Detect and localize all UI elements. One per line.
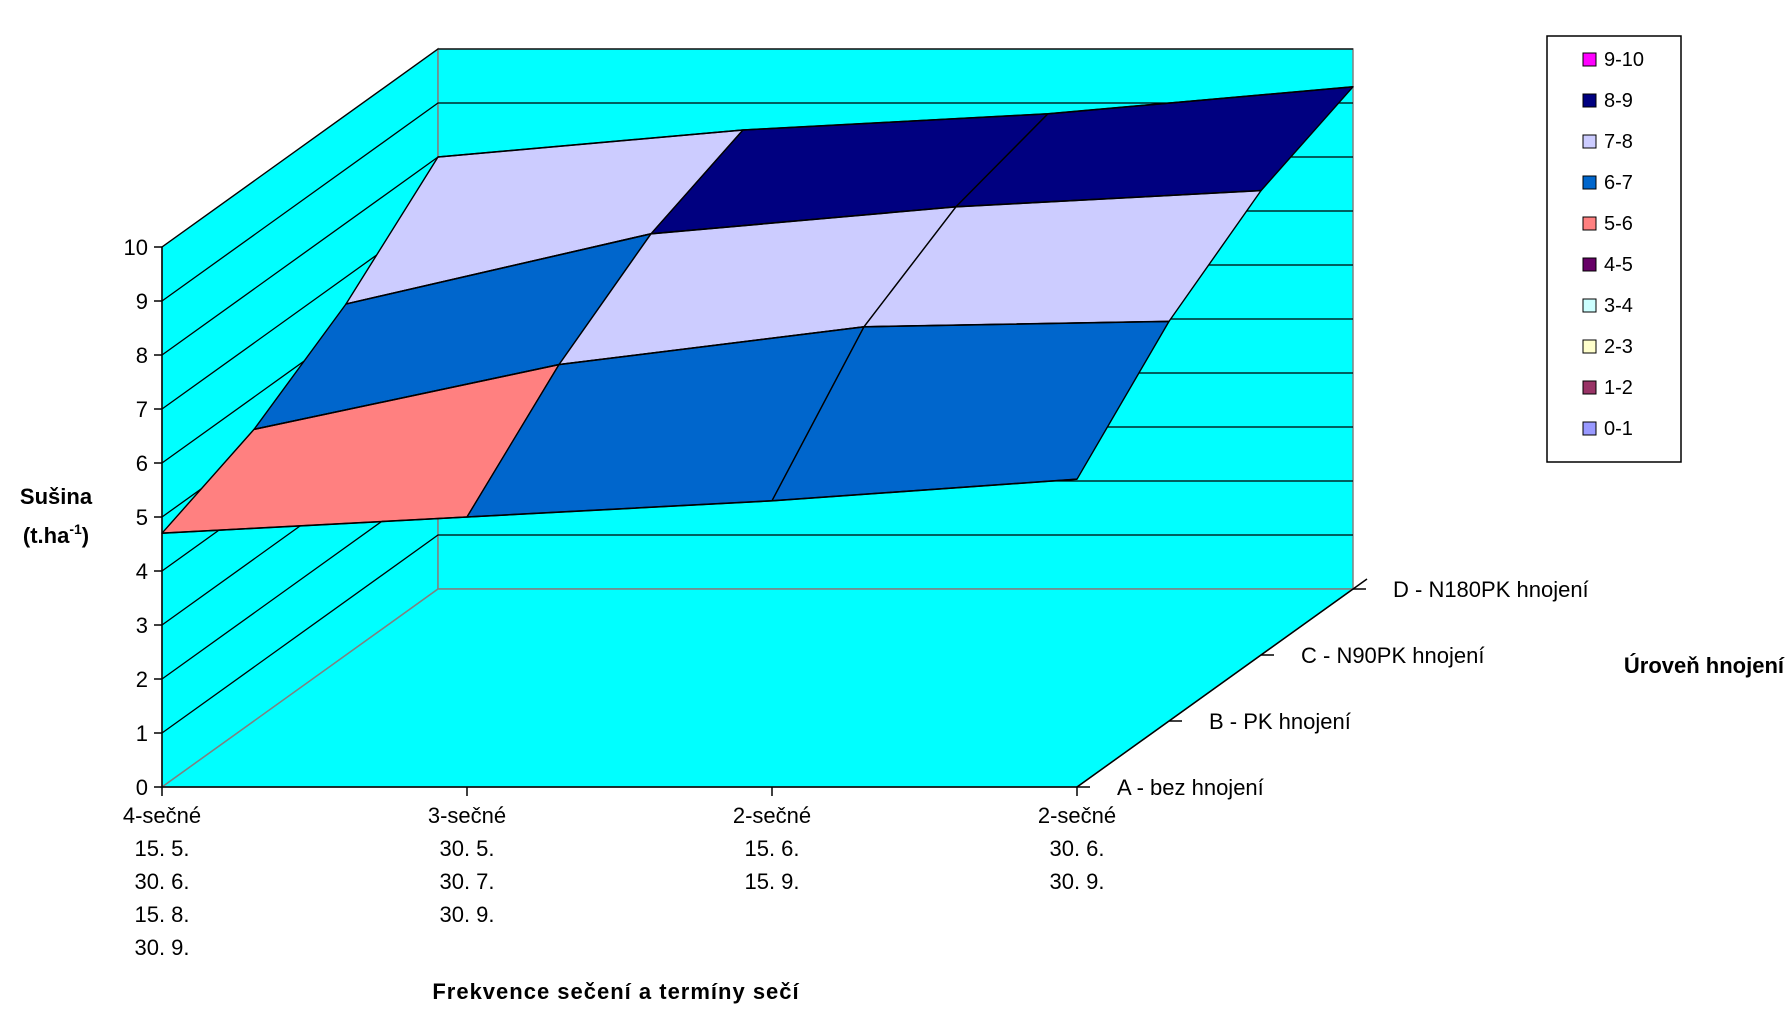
legend-box (1546, 35, 1682, 463)
gridline (161, 48, 1353, 248)
legend-label: 1-2 (1604, 377, 1633, 399)
y-tick-label: 7 (136, 397, 148, 422)
legend-label: 6-7 (1604, 172, 1633, 194)
depth-tick-label: B - PK hnojení (1209, 709, 1351, 734)
legend-swatch (1582, 257, 1597, 272)
x-axis-ticks: 4-sečné 15. 5. 30. 6. 15. 8. 30. 9. 3-sečné 30… (123, 787, 1116, 960)
depth-axis-title: Úroveň hnojení (1624, 653, 1785, 678)
y-axis-unit-exponent: -1 (69, 521, 82, 537)
legend-swatch (1582, 216, 1597, 231)
y-tick-label: 6 (136, 451, 148, 476)
legend-swatch (1582, 134, 1597, 149)
y-tick-label: 3 (136, 613, 148, 638)
legend-swatch (1582, 421, 1597, 436)
series-line (345, 189, 1262, 305)
y-tick-label: 2 (136, 667, 148, 692)
gridline (161, 534, 1353, 734)
legend: 9-10 8-9 7-8 6-7 5-6 4-5 3-4 2-3 1-2 0-1 (1546, 35, 1682, 463)
legend-label: 9-10 (1604, 49, 1644, 71)
x-tick-label: 4-sečné (123, 803, 201, 828)
y-tick-label: 4 (136, 559, 148, 584)
legend-swatch (1582, 380, 1597, 395)
y-axis-unit-base: (t.ha (23, 523, 70, 548)
y-tick-label: 9 (136, 289, 148, 314)
x-tick-label: 30. 6. (1049, 836, 1104, 861)
x-axis-title: Frekvence sečení a termíny sečí (432, 979, 799, 1004)
depth-tick-label: C - N90PK hnojení (1301, 643, 1484, 668)
x-tick-label: 15. 6. (744, 836, 799, 861)
x-tick-label: 2-sečné (1038, 803, 1116, 828)
x-tick-label: 30. 9. (1049, 869, 1104, 894)
legend-label: 8-9 (1604, 90, 1633, 112)
depth-axis-ticks: A - bez hnojení B - PK hnojení C - N90PK h… (1077, 577, 1589, 800)
x-tick-label: 30. 5. (439, 836, 494, 861)
depth-tick-label: A - bez hnojení (1117, 775, 1264, 800)
x-tick-label: 30. 9. (134, 935, 189, 960)
x-tick-label: 15. 9. (744, 869, 799, 894)
x-tick-label: 3-sečné (428, 803, 506, 828)
legend-swatch (1582, 52, 1597, 67)
series-line (161, 478, 1078, 534)
x-tick-label: 15. 5. (134, 836, 189, 861)
y-tick-label: 1 (136, 721, 148, 746)
legend-swatch (1582, 93, 1597, 108)
legend-swatch (1582, 298, 1597, 313)
legend-label: 0-1 (1604, 418, 1633, 440)
y-axis-title: Sušina (20, 484, 93, 509)
x-tick-label: 30. 9. (439, 902, 494, 927)
y-axis-unit-close: ) (82, 523, 89, 548)
series-line (437, 86, 1354, 158)
y-axis-unit: (t.ha-1) (23, 521, 89, 548)
y-tick-label: 0 (136, 775, 148, 800)
depth-axis-line (1076, 578, 1368, 788)
legend-label: 5-6 (1604, 213, 1633, 235)
legend-label: 2-3 (1604, 336, 1633, 358)
depth-tick-label: D - N180PK hnojení (1393, 577, 1589, 602)
legend-swatch (1582, 175, 1597, 190)
x-tick-label: 2-sečné (733, 803, 811, 828)
legend-label: 4-5 (1604, 254, 1633, 276)
legend-label: 3-4 (1604, 295, 1633, 317)
legend-swatch (1582, 339, 1597, 354)
x-tick-label: 15. 8. (134, 902, 189, 927)
surface-plot (161, 86, 1354, 534)
y-axis-ticks: 0 1 2 3 4 5 6 7 8 9 10 (124, 235, 162, 800)
x-tick-label: 30. 7. (439, 869, 494, 894)
y-tick-label: 10 (124, 235, 148, 260)
x-tick-label: 30. 6. (134, 869, 189, 894)
gridline (161, 102, 1353, 302)
legend-label: 7-8 (1604, 131, 1633, 153)
series-line (253, 320, 1170, 431)
y-tick-label: 8 (136, 343, 148, 368)
y-tick-label: 5 (136, 505, 148, 530)
